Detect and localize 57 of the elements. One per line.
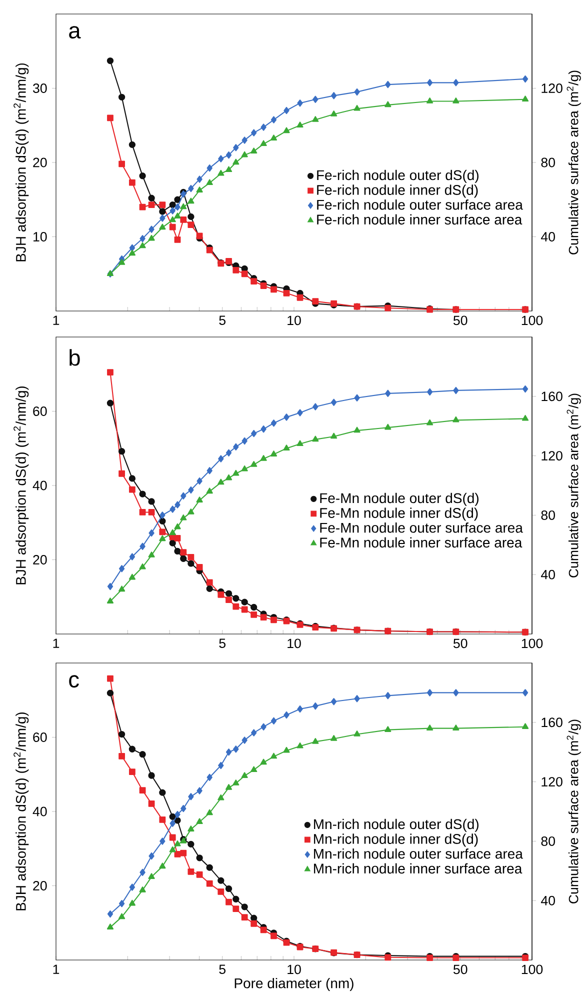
legend-label: Fe-Mn nodule outer dS(d) xyxy=(320,492,478,506)
x-tick-label: 50 xyxy=(453,316,468,326)
legend-label: Fe-Mn nodule outer surface area xyxy=(320,522,523,533)
y2-tick-label: 120 xyxy=(542,84,562,93)
x-tick-label: 100 xyxy=(522,316,543,326)
y-tick-label: 20 xyxy=(33,555,47,564)
legend-label: Fe-rich nodule inner dS(d) xyxy=(317,184,478,198)
legend-label: Fe-Mn nodule inner surface area xyxy=(320,537,522,548)
y-axis-title: BJH adsorption dS(d) (m$^{2}$/nm/g) xyxy=(14,712,29,910)
legend-label: Fe-Mn nodule inner dS(d) xyxy=(320,508,478,521)
annotation: c xyxy=(69,675,79,688)
x-tick-label: 5 xyxy=(219,316,226,325)
legend-label: Mn-rich nodule inner surface area xyxy=(314,863,522,874)
y2-tick-label: 80 xyxy=(541,158,555,168)
y2-tick-label: 80 xyxy=(541,510,555,520)
x-tick-label: 5 xyxy=(219,964,226,974)
y2-tick-label: 40 xyxy=(541,570,555,580)
legend-label: Mn-rich nodule inner dS(d) xyxy=(314,834,478,847)
y-axis-title: BJH adsorption dS(d) (m$^{2}$/nm/g) xyxy=(14,386,29,584)
y2-axis-title: Cumulative surface area (m$^{2}$/g) xyxy=(566,394,581,578)
y2-axis-title: Cumulative surface area (m$^{2}$/g) xyxy=(566,720,581,904)
x-tick-label: 10 xyxy=(288,964,301,974)
x-tick-label: 1 xyxy=(53,964,60,974)
annotation: a xyxy=(69,26,81,39)
x-tick-label: 1 xyxy=(53,638,60,648)
x-tick-label: 100 xyxy=(522,964,543,974)
y2-tick-label: 40 xyxy=(541,896,555,906)
y-tick-label: 10 xyxy=(34,232,47,242)
y2-tick-label: 120 xyxy=(542,777,562,787)
x-tick-label: 10 xyxy=(288,638,301,648)
x-tick-label: 100 xyxy=(522,638,543,648)
y2-tick-label: 80 xyxy=(541,836,555,846)
legend-label: Mn-rich nodule outer surface area xyxy=(314,848,523,859)
y-tick-label: 60 xyxy=(33,406,47,416)
annotation: b xyxy=(70,349,80,366)
y-tick-label: 30 xyxy=(32,84,47,93)
y-tick-label: 40 xyxy=(32,806,47,816)
x-tick-label: 50 xyxy=(453,638,468,648)
x-axis-title: Pore diameter (nm) xyxy=(234,978,354,992)
y-axis-title: BJH adsorption dS(d) (m$^{2}$/nm/g) xyxy=(14,63,29,262)
legend-label: Fe-rich nodule inner surface area xyxy=(317,214,522,225)
x-tick-label: 50 xyxy=(453,964,468,974)
y2-tick-label: 40 xyxy=(541,232,555,242)
x-tick-label: 5 xyxy=(219,638,226,648)
legend-label: Fe-rich nodule outer dS(d) xyxy=(317,170,478,183)
legend-label: Fe-rich nodule outer surface area xyxy=(317,199,523,210)
y2-tick-label: 160 xyxy=(542,392,562,402)
y2-tick-label: 160 xyxy=(542,718,562,728)
y-tick-label: 20 xyxy=(33,158,47,168)
legend-label: Mn-rich nodule outer dS(d) xyxy=(314,818,478,832)
x-tick-label: 10 xyxy=(288,316,301,326)
y2-tick-label: 120 xyxy=(542,451,562,461)
x-tick-label: 1 xyxy=(53,316,60,325)
y-tick-label: 40 xyxy=(32,480,47,490)
y-tick-label: 20 xyxy=(33,881,47,890)
y-tick-label: 60 xyxy=(33,732,47,742)
y2-axis-title: Cumulative surface area (m$^{2}$/g) xyxy=(566,70,581,254)
